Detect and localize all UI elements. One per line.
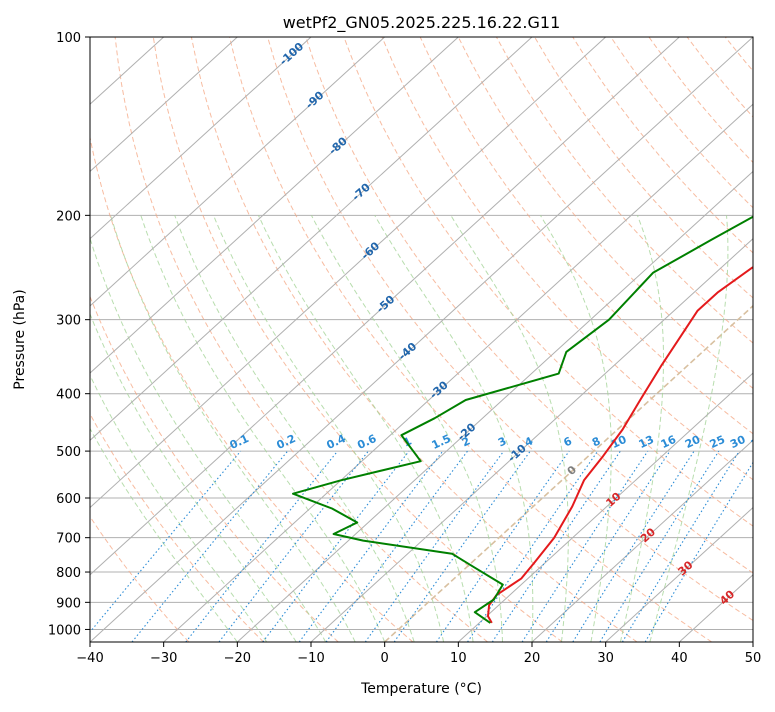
dry-adiabat [495,37,753,344]
mixing-ratio-line [298,450,444,642]
moist-adiabat [174,215,415,642]
x-tick-label: 0 [381,651,389,666]
skewed-isotherm [163,103,753,642]
moist-adiabat [310,215,503,642]
x-axis-label: Temperature (°C) [360,681,482,697]
mixing-ratio-line [185,450,339,642]
moist-adiabat [110,215,356,642]
y-tick-label: 700 [56,532,81,547]
mixing-ratio-label: 10 [609,433,629,451]
x-tick-label: −40 [76,651,103,666]
mixing-ratio-line [521,450,649,642]
dry-adiabat [152,37,563,642]
skewed-isotherm [457,372,753,642]
dry-adiabat [229,37,712,642]
mixing-ratio-line [491,450,621,642]
mixing-ratio-line [572,450,695,642]
moist-adiabat [213,215,445,642]
plot-frame [89,36,754,643]
skewed-isotherm [605,506,753,642]
dewpoint-profile-line [292,215,753,624]
skewed-isotherm [90,37,312,240]
temperature-profile-line [487,266,753,624]
mixing-ratio-label: 30 [728,433,748,451]
moist-adiabat [619,215,664,642]
skewed-isotherm [310,237,753,642]
profiles [292,215,753,624]
skewed-isotherm [236,170,753,642]
y-tick-label: 900 [56,596,81,611]
x-tick-label: −10 [297,651,324,666]
mixing-ratio-label: 36 [749,433,769,451]
x-tick-label: 50 [745,651,762,666]
dry-adiabat [90,412,264,642]
mixing-ratio-label: 13 [637,433,656,451]
mixing-ratio-line [262,450,410,642]
axes: −40 −30 −20 −10 0 10 20 30 40 50 1000 900 800 700 600 5… [48,31,761,666]
skewed-isotherm [531,439,753,642]
dry-adiabat [343,37,753,527]
x-tick-label: −30 [150,651,177,666]
dry-adiabat [190,37,638,642]
y-tick-label: 200 [56,209,81,224]
mixing-ratio-line [325,450,468,642]
skewed-isotherm [90,37,238,173]
skewed-isotherm [90,37,753,642]
background-lines [90,37,753,642]
y-tick-label: 100 [56,31,81,46]
skewed-isotherm [90,37,680,576]
skewed-isotherm [90,37,533,442]
chart-title: wetPf2_GN05.2025.225.16.22.G11 [283,13,561,33]
dry-adiabat [267,37,753,622]
y-tick-label: 800 [56,566,81,581]
mixing-ratio-line [545,450,671,642]
y-tick-label: 1000 [48,623,81,638]
mixing-ratio-label: 25 [708,433,727,451]
dry-adiabat [457,37,753,389]
y-tick-label: 500 [56,445,81,460]
y-tick-label: 300 [56,314,81,329]
x-tick-label: 20 [524,651,541,666]
mixing-ratio-line [131,450,289,642]
mixing-ratio-line [90,450,242,633]
skewed-isotherm [90,37,386,307]
moist-adiabat [90,236,327,642]
dry-adiabat [114,37,488,642]
mixing-ratio-line [364,450,505,642]
dry-adiabat [419,37,753,435]
dry-adiabat [305,37,753,574]
x-tick-label: 30 [597,651,614,666]
skewed-isotherm [90,37,607,509]
skewed-isotherm [384,304,753,642]
mixing-ratio-label: 20 [683,433,703,451]
y-tick-label: 600 [56,492,81,507]
x-tick-label: 10 [450,651,467,666]
y-tick-label: 400 [56,388,81,403]
moist-adiabat [90,312,297,642]
moist-adiabat [140,215,386,642]
mixing-ratio-label: 16 [659,433,679,451]
mixing-ratio-line [435,450,570,642]
x-tick-label: 40 [671,651,688,666]
mixing-ratio-line [621,450,740,642]
mixing-ratio-line [393,450,531,642]
moist-adiabat [257,215,474,642]
x-tick-label: −20 [224,651,251,666]
dry-adiabat [381,37,753,481]
y-axis-label: Pressure (hPa) [12,289,28,389]
moist-adiabat [539,215,612,642]
moist-adiabat [649,215,729,642]
skewed-isotherm [90,37,459,374]
